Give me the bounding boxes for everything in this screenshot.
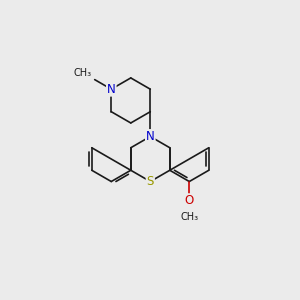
- Text: O: O: [185, 194, 194, 207]
- Text: CH₃: CH₃: [73, 68, 91, 79]
- Text: N: N: [146, 130, 155, 143]
- Text: N: N: [107, 83, 116, 96]
- Text: S: S: [147, 175, 154, 188]
- Text: CH₃: CH₃: [180, 212, 198, 222]
